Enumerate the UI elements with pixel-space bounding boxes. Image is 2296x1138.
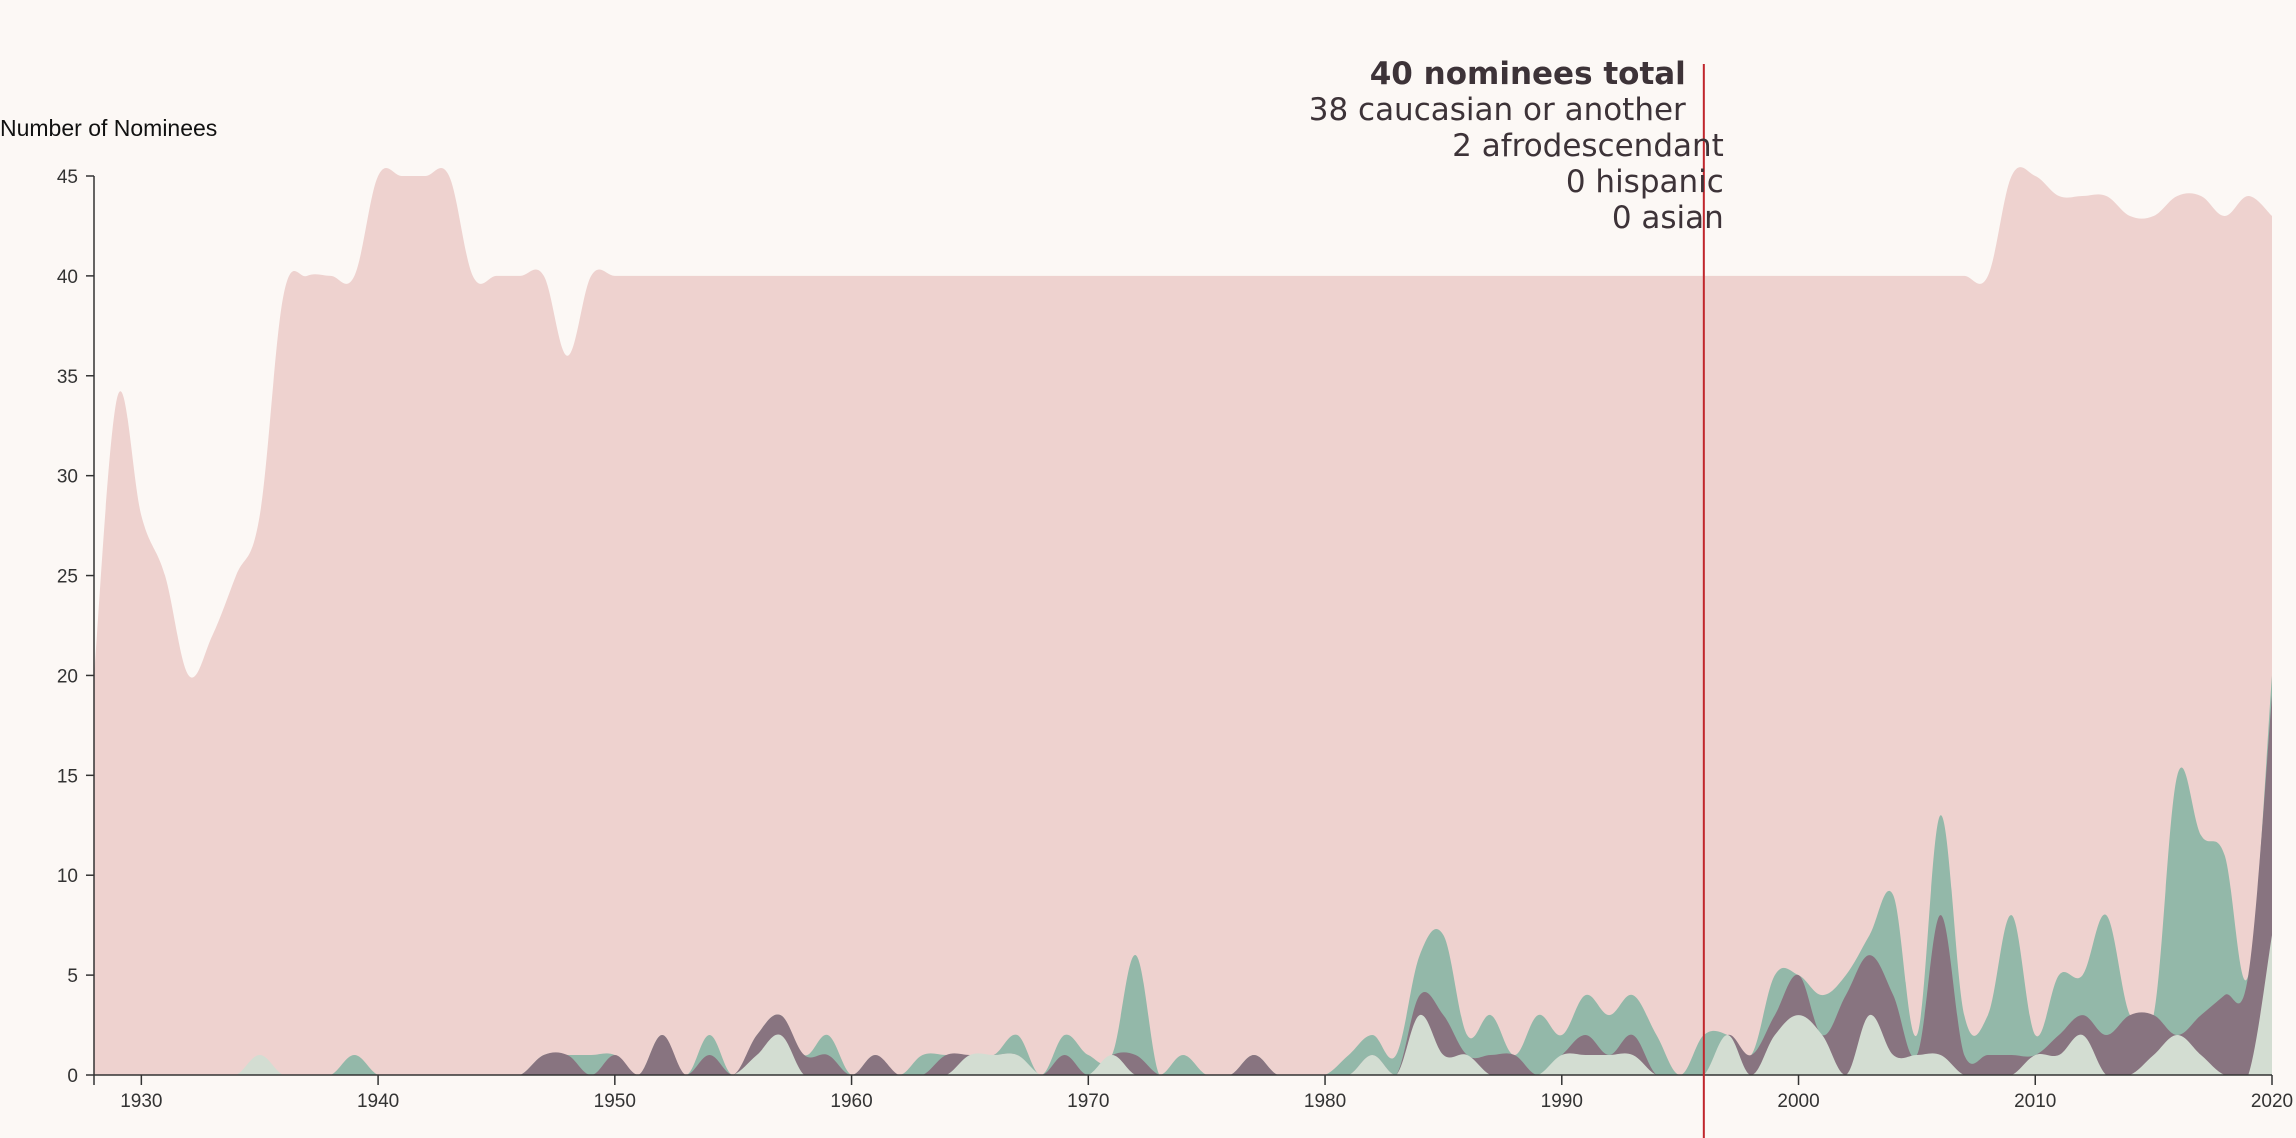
x-tick-label: 1950 [594, 1091, 636, 1112]
area-hispanic[interactable] [94, 675, 2272, 1075]
tooltip-line-hispanic: 0 hispanic [1566, 164, 1724, 200]
tooltip-total: 40 nominees total [1370, 56, 1686, 92]
x-tick-label: 2020 [2251, 1091, 2293, 1112]
area-total[interactable] [94, 167, 2272, 1076]
x-axis: 1930 1940 1950 1960 1970 1980 1990 2000 2010 2020 [93, 1074, 2293, 1112]
x-tick-label: 2000 [1777, 1091, 1819, 1112]
tooltip: 40 nominees total 38 caucasian or anothe… [1309, 56, 1724, 236]
y-tick-label: 5 [67, 966, 78, 987]
y-tick-label: 0 [67, 1066, 78, 1087]
x-tick-label: 1960 [830, 1091, 872, 1112]
tooltip-line-afrodescendant: 2 afrodescendant [1452, 128, 1724, 164]
y-tick-label: 10 [57, 866, 78, 887]
x-tick-label: 2010 [2014, 1091, 2056, 1112]
tooltip-line-caucasian: 38 caucasian or another [1309, 92, 1686, 128]
y-tick-label: 45 [57, 167, 78, 188]
tooltip-line-asian: 0 asian [1612, 200, 1724, 236]
area-asian[interactable] [94, 935, 2272, 1075]
area-series-group [94, 167, 2272, 1076]
y-tick-label: 15 [57, 766, 78, 787]
x-tick-label: 1980 [1304, 1091, 1346, 1112]
y-axis: 0 5 10 15 20 25 30 35 40 45 [57, 167, 95, 1087]
x-tick-label: 1940 [357, 1091, 399, 1112]
y-tick-label: 40 [57, 267, 78, 288]
x-tick-label: 1990 [1541, 1091, 1583, 1112]
x-tick-label: 1930 [120, 1091, 162, 1112]
y-tick-label: 30 [57, 467, 78, 488]
y-tick-label: 35 [57, 367, 78, 388]
y-tick-label: 20 [57, 666, 78, 687]
y-axis-title: Number of Nominees [0, 115, 217, 141]
y-tick-label: 25 [57, 567, 78, 588]
x-tick-label: 1970 [1067, 1091, 1109, 1112]
